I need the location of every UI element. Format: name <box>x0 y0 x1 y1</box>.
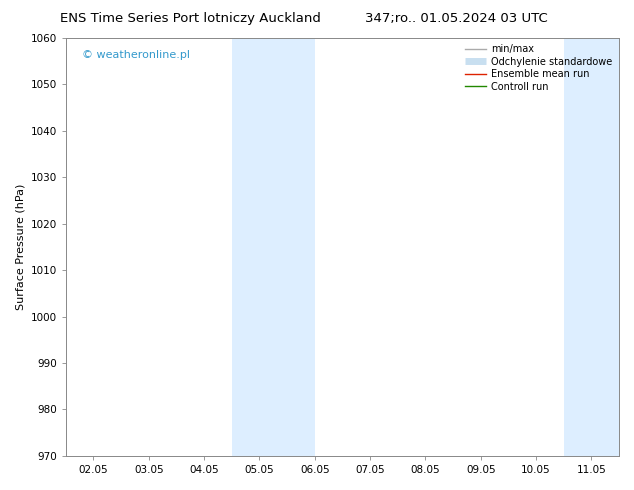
Y-axis label: Surface Pressure (hPa): Surface Pressure (hPa) <box>15 184 25 310</box>
Bar <box>564 38 619 456</box>
Text: © weatheronline.pl: © weatheronline.pl <box>82 50 190 60</box>
Bar <box>232 38 314 456</box>
Legend: min/max, Odchylenie standardowe, Ensemble mean run, Controll run: min/max, Odchylenie standardowe, Ensembl… <box>463 43 614 94</box>
Text: ENS Time Series Port lotniczy Auckland: ENS Time Series Port lotniczy Auckland <box>60 12 321 25</box>
Text: 347;ro.. 01.05.2024 03 UTC: 347;ro.. 01.05.2024 03 UTC <box>365 12 548 25</box>
